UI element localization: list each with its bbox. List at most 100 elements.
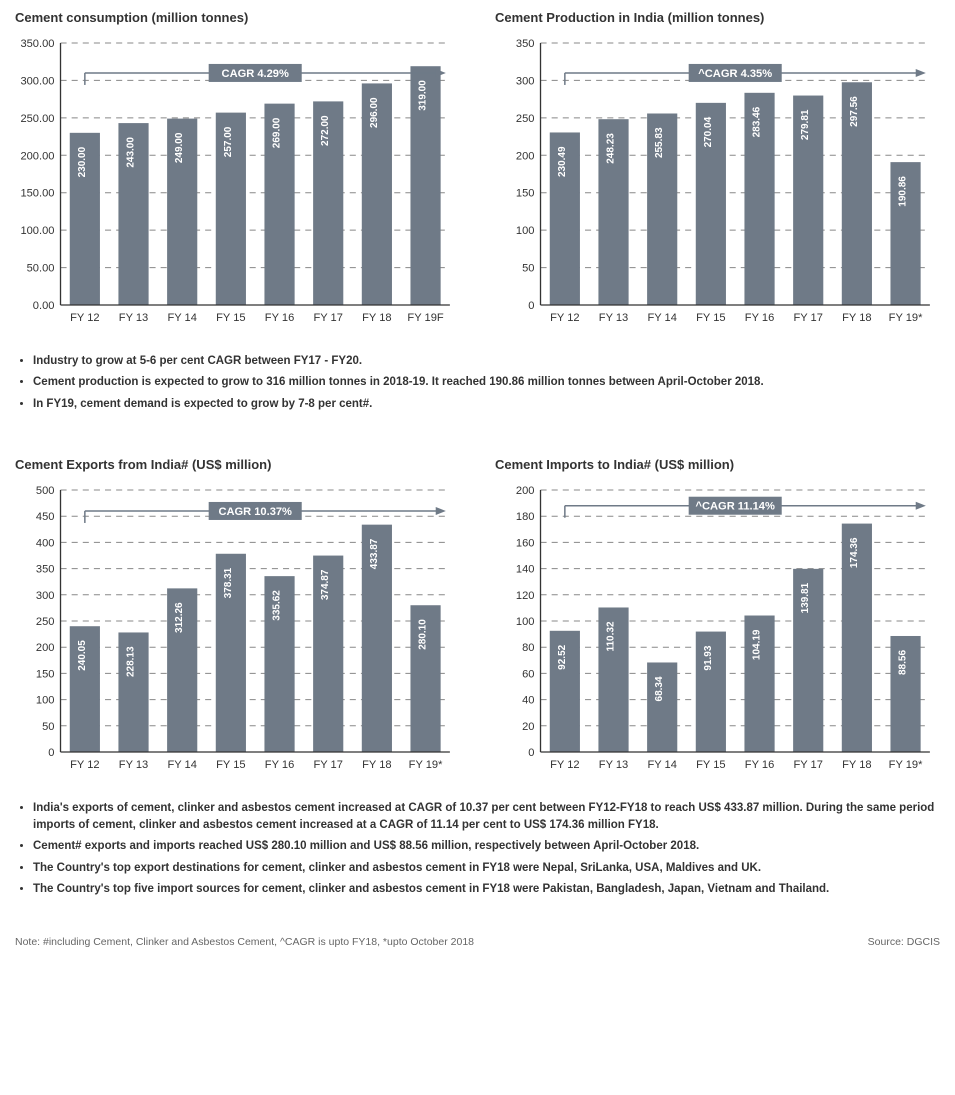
svg-text:FY 17: FY 17 — [793, 312, 822, 324]
svg-text:248.23: 248.23 — [605, 133, 616, 164]
chart-title: Cement consumption (million tonnes) — [15, 10, 460, 25]
svg-text:200: 200 — [516, 150, 535, 162]
svg-text:50: 50 — [522, 263, 534, 275]
svg-text:280.10: 280.10 — [418, 619, 429, 650]
bullets-top: Industry to grow at 5-6 per cent CAGR be… — [15, 353, 940, 417]
svg-text:100.00: 100.00 — [20, 225, 54, 237]
svg-text:FY 19*: FY 19* — [889, 759, 923, 771]
svg-text:283.46: 283.46 — [751, 106, 762, 137]
svg-text:150: 150 — [516, 188, 535, 200]
svg-text:100: 100 — [36, 694, 55, 706]
svg-text:174.36: 174.36 — [849, 537, 860, 568]
svg-text:40: 40 — [522, 694, 534, 706]
svg-text:255.83: 255.83 — [654, 127, 665, 158]
svg-text:FY 18: FY 18 — [842, 312, 871, 324]
svg-text:FY 12: FY 12 — [70, 312, 99, 324]
svg-text:0.00: 0.00 — [33, 300, 55, 312]
svg-text:60: 60 — [522, 668, 534, 680]
svg-text:297.56: 297.56 — [849, 96, 860, 127]
bullet-item: Cement# exports and imports reached US$ … — [33, 838, 940, 855]
svg-text:250: 250 — [516, 113, 535, 125]
svg-text:104.19: 104.19 — [751, 629, 762, 660]
svg-text:80: 80 — [522, 642, 534, 654]
svg-text:350: 350 — [36, 563, 55, 575]
svg-text:0: 0 — [528, 300, 534, 312]
svg-text:FY 19*: FY 19* — [409, 759, 443, 771]
svg-text:FY 18: FY 18 — [842, 759, 871, 771]
chart-canvas: 0.0050.00100.00150.00200.00250.00300.003… — [15, 33, 460, 333]
svg-text:FY 12: FY 12 — [70, 759, 99, 771]
svg-text:120: 120 — [516, 590, 535, 602]
svg-text:CAGR 10.37%: CAGR 10.37% — [218, 506, 292, 518]
chart-imports: Cement Imports to India# (US$ million) 0… — [495, 457, 940, 780]
svg-text:230.49: 230.49 — [557, 146, 568, 177]
svg-text:FY 12: FY 12 — [550, 312, 579, 324]
bullet-item: India's exports of cement, clinker and a… — [33, 800, 940, 835]
svg-text:240.05: 240.05 — [77, 640, 88, 671]
svg-text:270.04: 270.04 — [703, 116, 714, 147]
chart-canvas: 050100150200250300350400450500240.05FY 1… — [15, 480, 460, 780]
chart-consumption: Cement consumption (million tonnes) 0.00… — [15, 10, 460, 333]
svg-text:433.87: 433.87 — [369, 538, 380, 569]
svg-text:FY 13: FY 13 — [599, 759, 628, 771]
svg-text:FY 12: FY 12 — [550, 759, 579, 771]
chart-canvas: 02040608010012014016018020092.52FY 12110… — [495, 480, 940, 780]
svg-text:200.00: 200.00 — [20, 150, 54, 162]
svg-text:0: 0 — [528, 747, 534, 759]
charts-grid: Cement consumption (million tonnes) 0.00… — [15, 10, 940, 932]
svg-text:FY 17: FY 17 — [313, 312, 342, 324]
svg-text:180: 180 — [516, 511, 535, 523]
svg-text:300.00: 300.00 — [20, 75, 54, 87]
svg-text:400: 400 — [36, 537, 55, 549]
svg-text:100: 100 — [516, 616, 535, 628]
svg-text:300: 300 — [516, 75, 535, 87]
svg-text:200: 200 — [36, 642, 55, 654]
svg-text:50: 50 — [42, 721, 54, 733]
bullet-item: The Country's top five import sources fo… — [33, 881, 940, 898]
svg-text:450: 450 — [36, 511, 55, 523]
svg-text:350.00: 350.00 — [20, 38, 54, 50]
svg-text:FY 15: FY 15 — [216, 312, 245, 324]
svg-text:312.26: 312.26 — [174, 602, 185, 633]
svg-text:250.00: 250.00 — [20, 113, 54, 125]
svg-text:230.00: 230.00 — [77, 146, 88, 177]
chart-title: Cement Production in India (million tonn… — [495, 10, 940, 25]
svg-text:319.00: 319.00 — [418, 80, 429, 111]
svg-text:FY 13: FY 13 — [119, 759, 148, 771]
svg-text:296.00: 296.00 — [369, 97, 380, 128]
bullet-item: In FY19, cement demand is expected to gr… — [33, 396, 940, 413]
svg-text:300: 300 — [36, 590, 55, 602]
svg-text:^CAGR 11.14%: ^CAGR 11.14% — [696, 501, 776, 513]
svg-text:FY 14: FY 14 — [167, 759, 196, 771]
svg-text:FY 15: FY 15 — [696, 312, 725, 324]
bullet-item: Cement production is expected to grow to… — [33, 374, 940, 391]
svg-text:269.00: 269.00 — [271, 117, 282, 148]
svg-text:249.00: 249.00 — [174, 132, 185, 163]
svg-text:20: 20 — [522, 721, 534, 733]
svg-text:91.93: 91.93 — [703, 645, 714, 670]
svg-text:^CAGR 4.35%: ^CAGR 4.35% — [698, 68, 772, 80]
svg-text:150.00: 150.00 — [20, 188, 54, 200]
svg-text:FY 17: FY 17 — [793, 759, 822, 771]
svg-text:139.81: 139.81 — [800, 582, 811, 613]
svg-text:335.62: 335.62 — [271, 589, 282, 620]
chart-production: Cement Production in India (million tonn… — [495, 10, 940, 333]
bullets-bottom: India's exports of cement, clinker and a… — [15, 800, 940, 902]
svg-text:150: 150 — [36, 668, 55, 680]
svg-text:FY 19*: FY 19* — [889, 312, 923, 324]
svg-text:FY 14: FY 14 — [647, 759, 676, 771]
svg-text:88.56: 88.56 — [898, 649, 909, 674]
svg-text:279.81: 279.81 — [800, 109, 811, 140]
chart-exports: Cement Exports from India# (US$ million)… — [15, 457, 460, 780]
bullet-item: Industry to grow at 5-6 per cent CAGR be… — [33, 353, 940, 370]
svg-text:FY 19F: FY 19F — [407, 312, 443, 324]
chart-title: Cement Exports from India# (US$ million) — [15, 457, 460, 472]
svg-text:228.13: 228.13 — [125, 646, 136, 677]
svg-text:350: 350 — [516, 38, 535, 50]
svg-text:374.87: 374.87 — [320, 569, 331, 600]
svg-text:FY 18: FY 18 — [362, 759, 391, 771]
svg-text:FY 14: FY 14 — [167, 312, 196, 324]
svg-text:0: 0 — [48, 747, 54, 759]
svg-text:FY 16: FY 16 — [745, 312, 774, 324]
svg-text:FY 15: FY 15 — [696, 759, 725, 771]
